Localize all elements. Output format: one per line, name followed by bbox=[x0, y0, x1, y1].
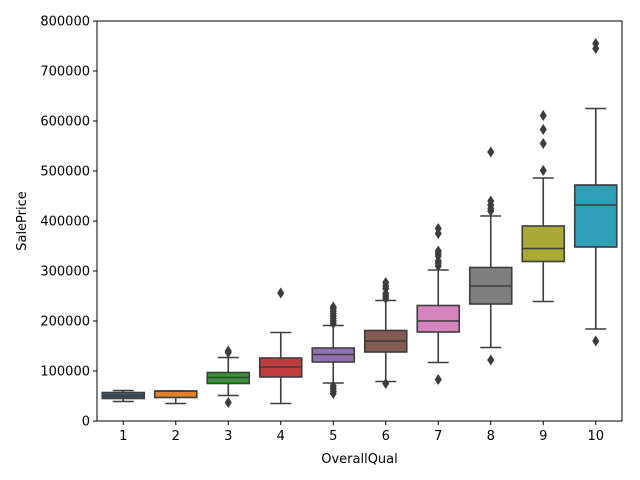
y-axis-label: SalePrice bbox=[15, 191, 30, 251]
box-group-9 bbox=[521, 109, 566, 303]
x-tick-label: 10 bbox=[587, 429, 604, 444]
y-tick-label: 100000 bbox=[40, 365, 90, 380]
x-tick-label: 5 bbox=[329, 429, 337, 444]
outlier-point bbox=[434, 222, 442, 235]
outlier-point bbox=[539, 164, 547, 177]
y-tick-label: 200000 bbox=[40, 315, 90, 330]
outlier-point bbox=[539, 137, 547, 150]
outlier-point bbox=[277, 287, 285, 299]
outlier-point bbox=[487, 195, 495, 207]
box-series bbox=[101, 37, 618, 409]
box-group-3 bbox=[206, 345, 251, 409]
y-tick-label: 700000 bbox=[40, 65, 90, 80]
plot-frame bbox=[96, 20, 623, 422]
outlier-point bbox=[224, 345, 232, 357]
box-group-7 bbox=[416, 222, 461, 386]
y-axis-ticks: 0 100000 200000 300000 400000 500000 600000 700… bbox=[40, 15, 97, 430]
outlier-point bbox=[434, 245, 442, 257]
box-group-2 bbox=[153, 390, 198, 405]
y-tick-label: 500000 bbox=[40, 165, 90, 180]
box bbox=[416, 304, 461, 333]
box-group-5 bbox=[311, 301, 356, 400]
x-tick-label: 1 bbox=[119, 429, 127, 444]
outlier-point bbox=[329, 380, 337, 392]
box bbox=[521, 225, 566, 263]
x-axis-ticks: 1 2 3 4 5 6 7 8 9 10 bbox=[119, 421, 604, 444]
y-tick-label: 400000 bbox=[40, 215, 90, 230]
x-tick-label: 9 bbox=[539, 429, 547, 444]
y-tick-label: 600000 bbox=[40, 115, 90, 130]
y-tick-label: 800000 bbox=[40, 15, 90, 30]
box bbox=[573, 184, 618, 248]
x-tick-label: 7 bbox=[434, 429, 442, 444]
box-group-10 bbox=[573, 37, 618, 347]
x-tick-label: 3 bbox=[224, 429, 232, 444]
outlier-point bbox=[224, 396, 232, 409]
x-tick-label: 8 bbox=[487, 429, 495, 444]
outlier-point bbox=[539, 123, 547, 136]
y-tick-label: 300000 bbox=[40, 265, 90, 280]
outlier-point bbox=[434, 373, 442, 386]
x-tick-label: 2 bbox=[172, 429, 180, 444]
outlier-point bbox=[592, 335, 600, 347]
outlier-point bbox=[382, 276, 390, 289]
outlier-point bbox=[539, 109, 547, 122]
outlier-point bbox=[592, 37, 600, 50]
box bbox=[153, 390, 198, 399]
box-group-8 bbox=[468, 146, 513, 366]
box-group-1 bbox=[101, 389, 146, 403]
outlier-point bbox=[382, 377, 390, 390]
box-group-6 bbox=[363, 276, 408, 390]
x-tick-label: 6 bbox=[382, 429, 390, 444]
x-axis-label: OverallQual bbox=[321, 452, 398, 467]
x-tick-label: 4 bbox=[277, 429, 285, 444]
outlier-point bbox=[329, 301, 337, 313]
outlier-point bbox=[487, 354, 495, 366]
outlier-point bbox=[487, 146, 495, 158]
y-tick-label: 0 bbox=[82, 415, 90, 430]
box-group-4 bbox=[258, 287, 303, 405]
